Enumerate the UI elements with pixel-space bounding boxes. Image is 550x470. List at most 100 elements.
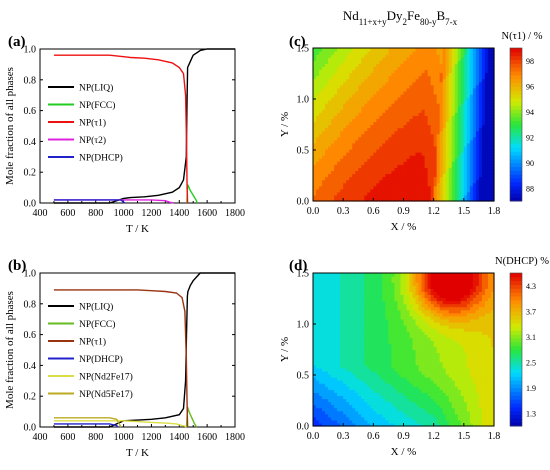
heatmap-cell xyxy=(328,145,332,150)
heatmap-cell xyxy=(385,121,390,126)
heatmap-cell xyxy=(442,197,447,202)
heatmap-cell xyxy=(355,148,359,153)
heatmap-cell xyxy=(427,158,432,162)
heatmap-cell xyxy=(358,383,362,387)
heatmap-cell xyxy=(370,364,374,369)
heatmap-cell xyxy=(478,179,483,184)
heatmap-cell xyxy=(376,158,380,162)
heatmap-cell xyxy=(361,57,365,61)
heatmap-cell xyxy=(364,93,368,98)
heatmap-cell xyxy=(412,315,417,320)
heatmap-cell xyxy=(337,303,341,308)
heatmap-cell xyxy=(367,72,371,77)
heatmap-cell xyxy=(385,90,390,95)
heatmap-cell xyxy=(409,155,414,159)
heatmap-cell xyxy=(448,185,453,190)
heatmap-cell xyxy=(319,325,323,329)
heatmap-cell xyxy=(364,182,368,187)
heatmap-cell xyxy=(328,337,332,341)
heatmap-cell xyxy=(337,148,341,153)
heatmap-cell xyxy=(448,173,453,178)
heatmap-cell xyxy=(424,63,429,67)
heatmap-cell xyxy=(355,78,359,83)
heatmap-cell xyxy=(382,398,386,403)
heatmap-cell xyxy=(442,142,447,147)
heatmap-cell xyxy=(418,103,423,107)
heatmap-cell xyxy=(343,285,347,289)
heatmap-cell xyxy=(448,182,453,187)
heatmap-cell xyxy=(337,75,341,80)
heatmap-cell xyxy=(313,72,317,77)
heatmap-cell xyxy=(361,115,365,119)
heatmap-cell xyxy=(481,69,486,74)
heatmap-cell xyxy=(400,48,405,52)
heatmap-cell xyxy=(340,294,344,299)
heatmap-cell xyxy=(352,328,356,332)
heatmap-cell xyxy=(367,337,371,341)
heatmap-cell xyxy=(487,194,492,199)
heatmap-cell xyxy=(487,130,492,135)
heatmap-cell xyxy=(313,75,317,80)
heatmap-cell xyxy=(406,312,411,317)
heatmap-cell xyxy=(361,54,365,58)
heatmap-cell xyxy=(406,370,411,375)
heatmap-cell xyxy=(415,361,420,366)
heatmap-cell xyxy=(346,367,350,372)
heatmap-cell xyxy=(319,416,323,421)
heatmap-cell xyxy=(346,81,350,86)
heatmap-cell xyxy=(490,130,495,135)
heatmap-cell xyxy=(364,90,368,95)
heatmap-cell xyxy=(403,176,408,181)
heatmap-cell xyxy=(340,328,344,332)
heatmap-cell xyxy=(367,343,371,348)
heatmap-cell xyxy=(388,325,393,329)
heatmap-cell xyxy=(349,133,353,138)
heatmap-cell xyxy=(376,306,380,311)
heatmap-cell xyxy=(448,109,453,113)
heatmap-cell xyxy=(394,112,399,116)
heatmap-cell xyxy=(415,51,420,55)
heatmap-cell xyxy=(430,167,435,171)
heatmap-cell xyxy=(418,398,423,403)
heatmap-cell xyxy=(313,60,317,64)
heatmap-cell xyxy=(355,291,359,296)
heatmap-cell xyxy=(436,90,441,95)
heatmap-cell xyxy=(328,349,332,354)
heatmap-cell xyxy=(328,285,332,289)
heatmap-cell xyxy=(433,155,438,159)
heatmap-cell xyxy=(370,133,374,138)
heatmap-cell xyxy=(376,318,380,323)
heatmap-cell xyxy=(385,416,390,421)
heatmap-cell xyxy=(352,191,356,196)
heatmap-cell xyxy=(358,291,362,296)
heatmap-cell xyxy=(385,109,390,113)
heatmap-cell xyxy=(340,352,344,357)
heatmap-cell xyxy=(466,69,471,74)
heatmap-cell xyxy=(349,75,353,80)
heatmap-cell xyxy=(337,419,341,424)
heatmap-cell xyxy=(415,173,420,178)
heatmap-cell xyxy=(466,194,471,199)
heatmap-cell xyxy=(391,158,396,162)
heatmap-cell xyxy=(319,148,323,153)
heatmap-cell xyxy=(397,145,402,150)
heatmap-cell xyxy=(376,57,380,61)
heatmap-cell xyxy=(325,367,329,372)
heatmap-cell xyxy=(355,315,359,320)
heatmap-cell xyxy=(340,155,344,159)
heatmap-cell xyxy=(421,191,426,196)
heatmap-cell xyxy=(445,182,450,187)
heatmap-cell xyxy=(349,182,353,187)
heatmap-cell xyxy=(400,63,405,67)
heatmap-cell xyxy=(454,148,459,153)
heatmap-cell xyxy=(352,176,356,181)
heatmap-cell xyxy=(466,109,471,113)
heatmap-cell xyxy=(388,276,393,280)
heatmap-cell xyxy=(391,188,396,193)
heatmap-cell xyxy=(367,288,371,292)
heatmap-cell xyxy=(340,383,344,387)
heatmap-cell xyxy=(484,170,489,175)
heatmap-cell xyxy=(418,380,423,384)
heatmap-cell xyxy=(328,273,332,277)
heatmap-cell xyxy=(331,127,335,132)
